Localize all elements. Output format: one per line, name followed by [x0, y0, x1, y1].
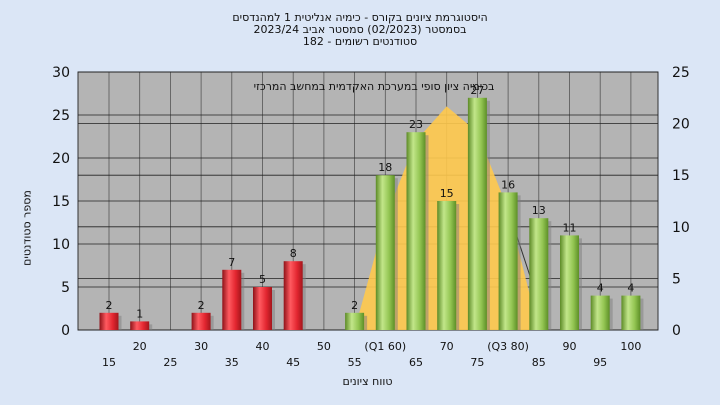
- bar-Q160: [375, 175, 395, 330]
- y2-tick-label: 5: [672, 271, 681, 287]
- y-tick-label: 20: [52, 151, 70, 167]
- bar-value-label: 18: [378, 161, 392, 174]
- y-tick-label: 30: [52, 65, 70, 81]
- x-tick-label: 75: [470, 356, 484, 369]
- bar-100: [621, 295, 641, 330]
- chart-annotation: בכימיה ציון סופי במערכת האקדמית במחשב המ…: [254, 80, 495, 93]
- bar-value-label: 15: [440, 187, 454, 200]
- x-tick-label: 65: [409, 356, 423, 369]
- y2-tick-label: 20: [672, 117, 690, 133]
- x-tick-label: 55: [348, 356, 362, 369]
- x-tick-label: (Q3 80): [487, 340, 529, 353]
- bar-value-label: 4: [627, 282, 634, 295]
- bar-15: [99, 312, 119, 330]
- y-tick-label: 0: [61, 323, 70, 339]
- bar-value-label: 2: [351, 299, 358, 312]
- bar-95: [590, 295, 610, 330]
- x-tick-label: 15: [102, 356, 116, 369]
- bar-value-label: 4: [597, 282, 604, 295]
- x-tick-label: 30: [194, 340, 208, 353]
- x-tick-label: 25: [163, 356, 177, 369]
- bar-90: [560, 235, 579, 330]
- bar-value-label: 16: [501, 178, 515, 191]
- y-tick-label: 5: [61, 280, 70, 296]
- x-axis-title: טווח ציונים: [342, 375, 393, 388]
- y-tick-label: 10: [52, 237, 70, 253]
- bar-value-label: 27: [470, 84, 484, 97]
- x-tick-label: 70: [440, 340, 454, 353]
- chart-title-line-1: היסטוגרמת ציונים בקורס - כימיה אנליטית 1…: [232, 11, 488, 24]
- y2-tick-label: 25: [672, 65, 690, 81]
- y2-tick-label: 10: [672, 220, 690, 236]
- x-tick-label: 85: [532, 356, 546, 369]
- bar-Q380: [498, 192, 518, 330]
- bar-value-label: 1: [136, 307, 143, 320]
- bar-value-label: 5: [259, 273, 266, 286]
- x-tick-label: 45: [286, 356, 300, 369]
- x-tick-label: 35: [225, 356, 239, 369]
- y-tick-label: 25: [52, 108, 70, 124]
- x-tick-label: 95: [593, 356, 607, 369]
- chart-title-line-2: בסמסטר (02/2023) סמסטר אביב 2023/24: [253, 23, 467, 36]
- x-tick-label: 50: [317, 340, 331, 353]
- y-tick-label: 15: [52, 194, 70, 210]
- bar-value-label: 8: [290, 247, 297, 260]
- x-tick-label: 90: [563, 340, 577, 353]
- bar-55: [345, 312, 365, 330]
- bar-20: [130, 321, 150, 330]
- bar-value-label: 7: [228, 256, 235, 269]
- x-tick-label: 100: [620, 340, 641, 353]
- x-tick-label: 20: [133, 340, 147, 353]
- bar-value-label: 2: [198, 299, 205, 312]
- bar-30: [191, 312, 211, 330]
- bar-65: [406, 132, 426, 330]
- bar-70: [437, 201, 457, 330]
- bar-35: [222, 269, 242, 330]
- bar-40: [253, 287, 272, 330]
- chart-title-line-3: סטודנטים רשומים - 182: [302, 35, 418, 48]
- bar-value-label: 2: [106, 299, 113, 312]
- x-tick-label: 40: [256, 340, 270, 353]
- bar-value-label: 23: [409, 118, 423, 131]
- bar-45: [283, 261, 303, 330]
- y-axis-title: מספר סטודנטים: [20, 190, 34, 266]
- x-tick-label: (Q1 60): [364, 340, 406, 353]
- bar-value-label: 13: [532, 204, 546, 217]
- bar-value-label: 11: [563, 221, 577, 234]
- y2-tick-label: 15: [672, 168, 690, 184]
- bar-85: [529, 218, 549, 330]
- y2-tick-label: 0: [672, 323, 681, 339]
- bar-75: [467, 97, 487, 330]
